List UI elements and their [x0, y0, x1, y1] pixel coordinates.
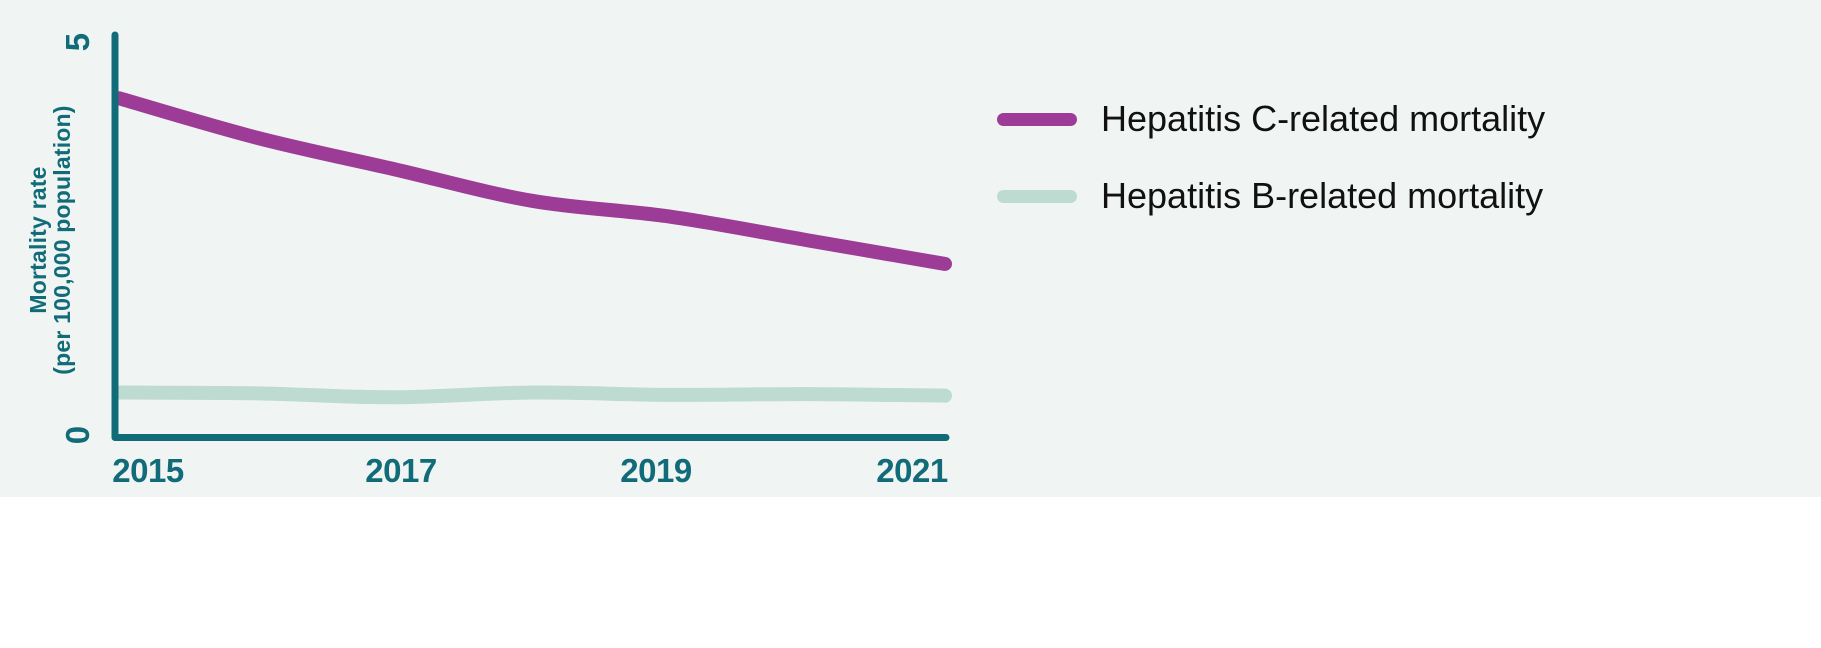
y-axis-label: Mortality rate (per 100,000 population)	[25, 90, 75, 390]
bottom-white-band	[0, 497, 1821, 648]
hep-b-line-path	[112, 385, 952, 405]
hep-c-line-swatch	[997, 112, 1077, 126]
hep-c-line-path	[112, 91, 952, 271]
y-axis-label-line1: Mortality rate	[25, 166, 51, 314]
legend-item-hep-b: Hepatitis B-related mortality	[997, 174, 1697, 218]
x-tick-2021: 2021	[876, 452, 948, 489]
x-tick-2019: 2019	[620, 452, 692, 489]
legend: Hepatitis C-related mortality Hepatitis …	[997, 97, 1697, 251]
hep-c-legend-label: Hepatitis C-related mortality	[1101, 98, 1546, 139]
hep-b-line-swatch	[997, 189, 1077, 203]
y-tick-5: 5	[59, 32, 96, 52]
axis-path	[111, 31, 950, 441]
hep-b-legend-label: Hepatitis B-related mortality	[1101, 175, 1544, 216]
x-tick-2017: 2017	[365, 452, 437, 489]
legend-item-hep-c: Hepatitis C-related mortality	[997, 97, 1697, 141]
y-axis-label-line2: (per 100,000 population)	[49, 105, 75, 375]
mortality-trend-chart	[111, 31, 952, 441]
x-tick-2015: 2015	[112, 452, 184, 489]
